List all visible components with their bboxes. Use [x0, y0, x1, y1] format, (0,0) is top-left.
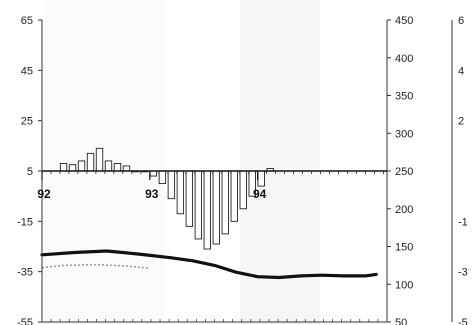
partial-panel-tick-label: -1 — [458, 216, 468, 228]
bar — [221, 170, 229, 235]
right-tick-label: 350 — [395, 91, 413, 103]
bar — [95, 147, 104, 172]
series-line-dotted — [41, 263, 150, 270]
partial-panel-tick-label: 4 — [458, 65, 464, 77]
axes-layer — [38, 19, 453, 323]
bar — [113, 162, 122, 172]
bar — [185, 170, 194, 227]
left-tick-label: 5 — [27, 166, 33, 178]
bar — [212, 170, 220, 245]
right-tick-label: 250 — [395, 166, 413, 178]
year-label: 92 — [37, 187, 51, 201]
bar — [104, 160, 113, 172]
bar — [68, 164, 77, 172]
right-tick-label: 50 — [395, 317, 407, 325]
bar — [158, 170, 167, 185]
right-tick-label: 300 — [395, 128, 413, 140]
bar — [203, 170, 211, 250]
left-tick-label: 45 — [21, 65, 33, 77]
bar — [257, 170, 265, 187]
left-tick-label: -55 — [17, 317, 33, 325]
partial-panel-tick-label: -3 — [458, 267, 468, 279]
scan-background-2 — [240, 0, 320, 325]
right-tick-label: 150 — [395, 242, 413, 254]
bar — [176, 170, 185, 215]
bar — [239, 170, 247, 210]
partial-panel-tick-label: -5 — [458, 317, 468, 325]
labels-layer: 6545255-15-35-55450400350300250200150100… — [17, 15, 468, 325]
bar — [194, 170, 203, 240]
bar — [77, 160, 86, 172]
right-tick-label: 200 — [395, 204, 413, 216]
bar — [167, 170, 176, 200]
bar — [230, 170, 238, 222]
partial-panel-tick-label: 6 — [458, 15, 464, 27]
bar — [86, 152, 95, 172]
left-tick-label: 65 — [21, 15, 33, 27]
bar — [59, 162, 68, 172]
left-tick-label: -15 — [17, 216, 33, 228]
partial-panel-tick-label: 2 — [458, 116, 464, 128]
left-tick-label: -35 — [17, 267, 33, 279]
year-label: 93 — [145, 187, 159, 201]
right-tick-label: 450 — [395, 15, 413, 27]
year-label: 94 — [253, 187, 267, 201]
left-tick-label: 25 — [21, 116, 33, 128]
lines-layer — [40, 249, 378, 280]
right-tick-label: 400 — [395, 53, 413, 65]
series-line-solid — [40, 249, 378, 280]
right-tick-label: 100 — [395, 279, 413, 291]
